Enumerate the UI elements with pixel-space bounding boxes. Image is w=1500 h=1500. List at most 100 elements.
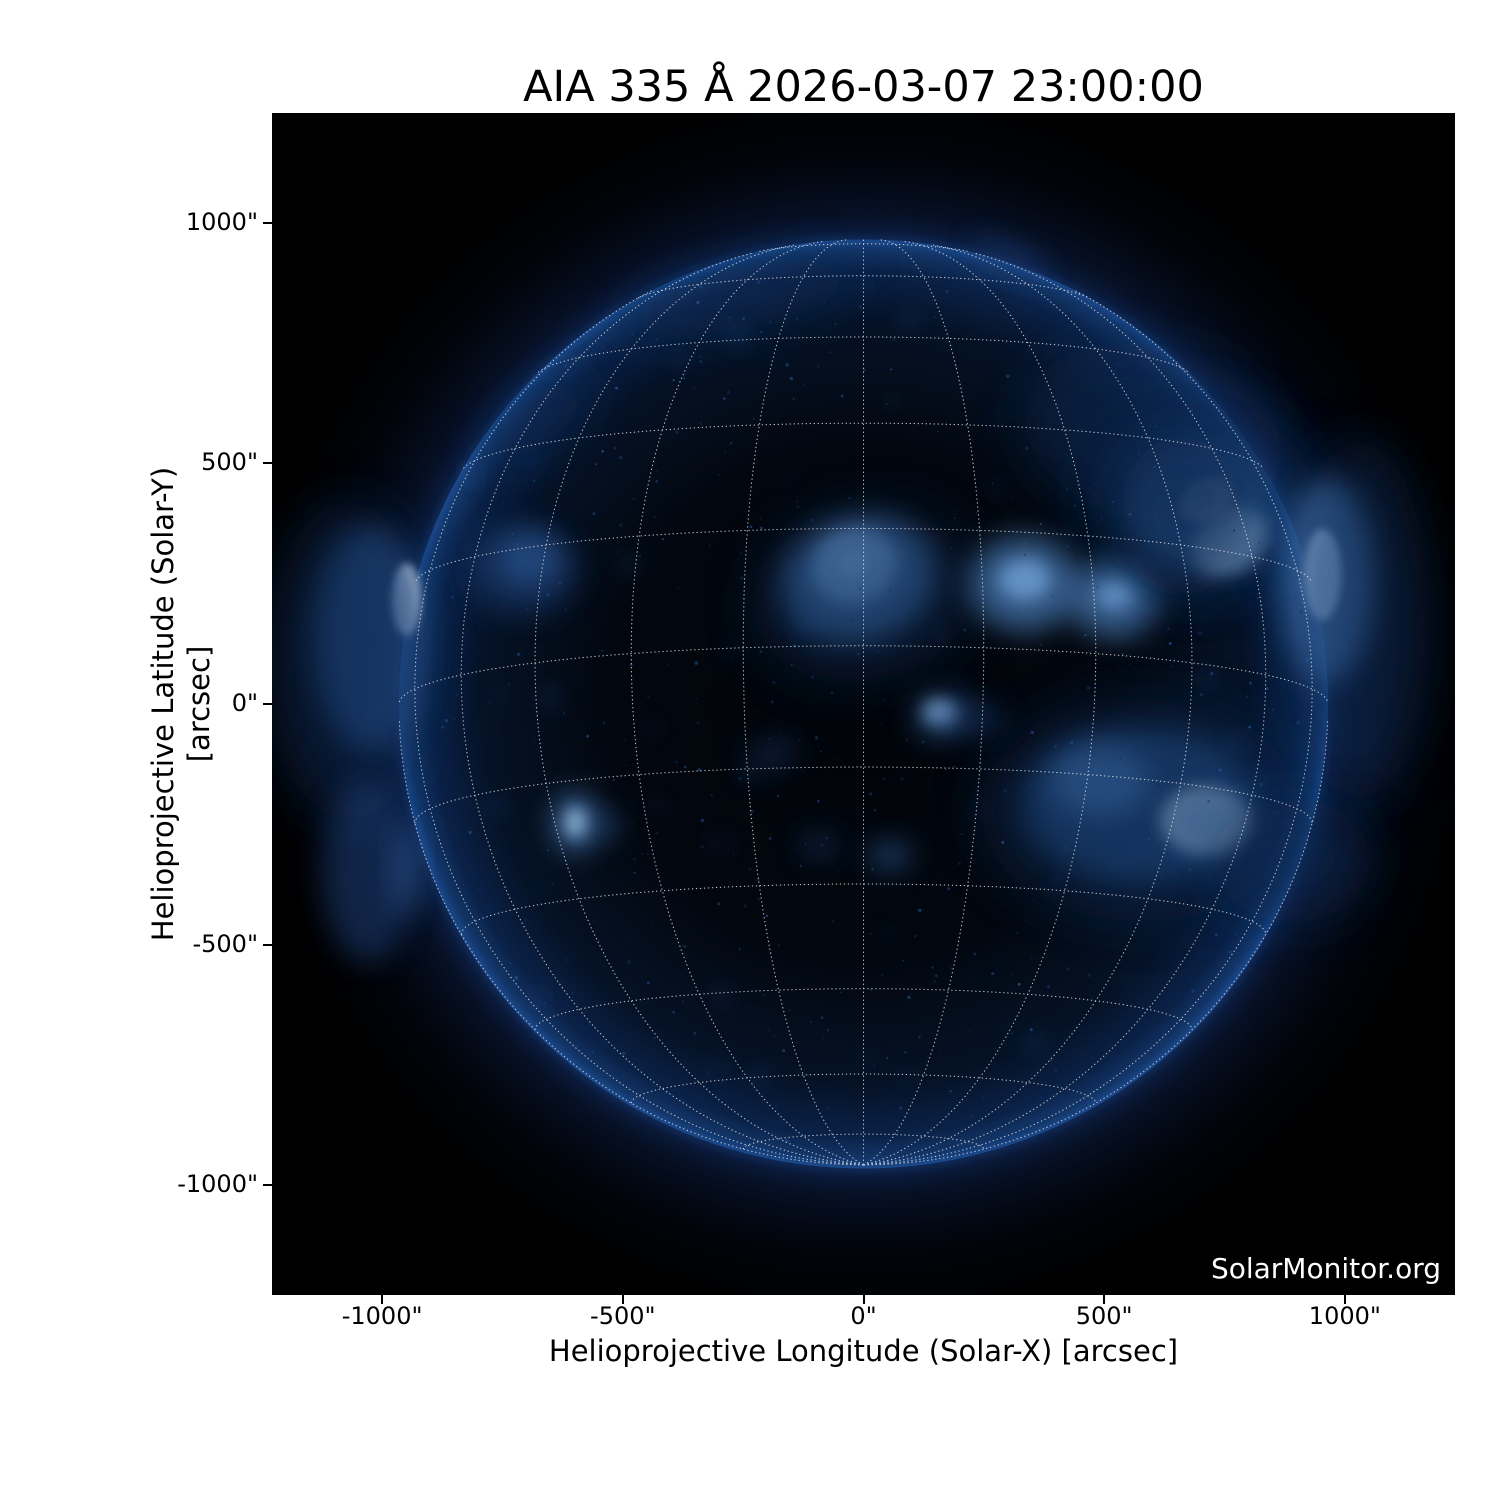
- speckle: [804, 843, 807, 845]
- speckle: [768, 837, 772, 840]
- speckle: [954, 365, 958, 369]
- speckle: [675, 430, 679, 434]
- speckle: [647, 695, 650, 698]
- speckle: [913, 1119, 917, 1123]
- mottle-blob: [519, 587, 535, 603]
- speckle: [821, 1110, 824, 1113]
- speckle: [820, 1016, 824, 1020]
- speckle: [776, 795, 779, 797]
- speckle: [545, 593, 550, 597]
- x-tick-mark: [1343, 1295, 1346, 1304]
- speckle: [1108, 567, 1111, 571]
- speckle: [612, 778, 616, 782]
- speckle: [862, 1125, 866, 1129]
- speckle: [1122, 668, 1125, 671]
- mottle-blob: [1181, 810, 1198, 828]
- speckle: [591, 1051, 594, 1053]
- speckle: [769, 692, 772, 695]
- speckle: [1207, 800, 1211, 803]
- speckle: [1073, 504, 1076, 507]
- mottle-blob: [871, 521, 889, 539]
- speckle: [969, 1030, 972, 1032]
- speckle: [799, 864, 802, 867]
- mottle-blob: [640, 716, 665, 742]
- speckle: [795, 317, 799, 321]
- speckle: [1201, 994, 1205, 998]
- speckle: [1237, 479, 1241, 483]
- speckle: [1073, 888, 1077, 892]
- speckle: [603, 414, 606, 417]
- speckle: [1079, 428, 1082, 430]
- mottle-blob: [1047, 880, 1063, 895]
- speckle: [477, 888, 479, 891]
- speckle: [1041, 881, 1043, 884]
- speckle: [1064, 846, 1068, 850]
- speckle: [1167, 627, 1170, 630]
- y-tick-mark: [263, 1184, 272, 1187]
- speckle: [453, 717, 456, 721]
- speckle: [1148, 838, 1150, 841]
- speckle: [1188, 868, 1192, 871]
- speckle: [600, 649, 604, 653]
- speckle: [1010, 497, 1013, 500]
- speckle: [982, 1118, 985, 1121]
- speckle: [798, 738, 801, 741]
- speckle: [478, 626, 481, 629]
- speckle: [1087, 857, 1090, 859]
- speckle: [760, 331, 763, 334]
- active-region: [499, 534, 559, 585]
- speckle: [449, 536, 452, 539]
- speckle: [849, 618, 853, 623]
- mottle-blob: [986, 696, 996, 706]
- speckle: [651, 924, 654, 926]
- speckle: [765, 914, 769, 918]
- speckle: [488, 700, 492, 704]
- speckle: [963, 628, 967, 632]
- mottle-blob: [709, 981, 735, 1007]
- speckle: [466, 739, 469, 741]
- speckle: [1248, 681, 1253, 685]
- speckle: [1259, 782, 1263, 787]
- speckle: [896, 1144, 899, 1147]
- speckle: [700, 844, 704, 849]
- speckle: [717, 902, 721, 906]
- grid-latitude-line: [537, 336, 1190, 373]
- x-tick-label: -500": [590, 1302, 656, 1330]
- speckle: [439, 637, 443, 641]
- speckle: [826, 1107, 830, 1110]
- speckle: [1234, 932, 1238, 935]
- speckle: [820, 843, 824, 848]
- speckle: [869, 932, 872, 935]
- speckle: [950, 967, 953, 970]
- speckle: [1065, 488, 1068, 491]
- speckle: [1190, 408, 1193, 412]
- noise-speckles: [418, 278, 1310, 1147]
- mottle-blob: [896, 309, 921, 334]
- mottle-blob: [512, 848, 522, 858]
- speckle: [696, 300, 700, 305]
- speckle: [975, 512, 978, 514]
- mottle-blob: [1055, 521, 1085, 551]
- speckle: [886, 1057, 889, 1060]
- speckle: [1027, 783, 1032, 787]
- speckle: [627, 959, 631, 964]
- speckle: [592, 512, 596, 516]
- active-region: [888, 398, 897, 407]
- active-region: [536, 991, 547, 1002]
- speckle: [619, 523, 623, 527]
- speckle: [817, 799, 820, 803]
- speckle: [934, 974, 938, 977]
- speckle: [937, 430, 939, 433]
- speckle: [509, 962, 512, 965]
- mottle-blob: [1022, 1028, 1048, 1054]
- speckle: [1256, 597, 1259, 599]
- speckle: [420, 756, 424, 759]
- speckle: [1137, 451, 1141, 455]
- mottle-blob: [715, 1088, 727, 1099]
- speckle: [1228, 950, 1232, 954]
- y-tick-mark: [263, 943, 272, 946]
- mottle-blob: [875, 924, 889, 937]
- speckle: [774, 1104, 778, 1108]
- speckle: [759, 1094, 762, 1098]
